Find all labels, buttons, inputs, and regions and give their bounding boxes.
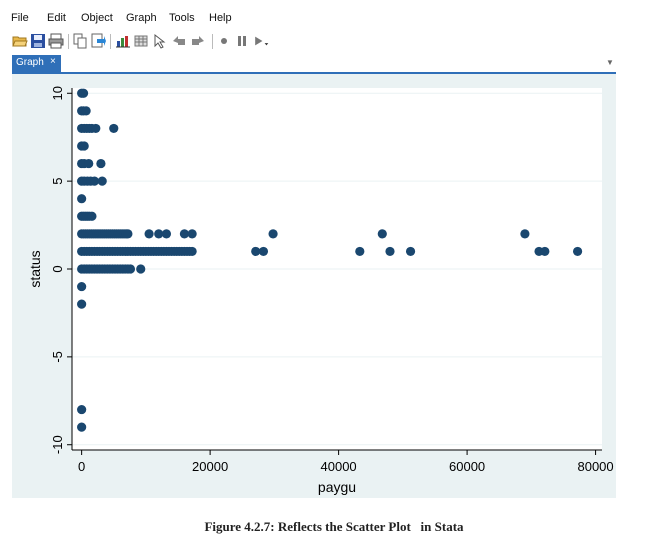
menu-bar: File Edit Object Graph Tools Help: [0, 8, 668, 28]
data-point: [77, 194, 87, 204]
data-point: [268, 229, 278, 239]
data-point: [89, 176, 100, 186]
tab-graph-label: Graph: [16, 57, 44, 68]
close-icon[interactable]: ×: [50, 56, 56, 67]
pause-icon[interactable]: [234, 33, 250, 49]
data-icon[interactable]: [134, 33, 150, 49]
x-tick-label: 80000: [577, 459, 613, 474]
x-axis-ticks: 0 20000 40000 60000 80000: [78, 450, 614, 474]
data-point: [91, 123, 101, 134]
play-icon[interactable]: [253, 33, 269, 49]
graph-window: -10 -5 0 5 10 0 20000 40000 60000 80000 paygu st…: [12, 74, 616, 498]
export-icon[interactable]: [90, 33, 106, 49]
data-point: [187, 229, 197, 239]
data-point: [123, 229, 133, 239]
x-tick-label: 60000: [449, 459, 485, 474]
data-points: [77, 88, 583, 432]
data-point: [187, 246, 197, 257]
data-point: [520, 229, 530, 239]
copy-icon[interactable]: [72, 33, 88, 49]
redo-icon[interactable]: [190, 33, 206, 49]
data-point: [161, 229, 172, 239]
menu-edit[interactable]: Edit: [47, 12, 66, 24]
data-point: [154, 229, 164, 239]
menu-graph[interactable]: Graph: [126, 12, 157, 24]
data-point: [258, 246, 269, 257]
y-tick-label: -10: [50, 435, 65, 454]
chevron-down-icon[interactable]: ▼: [606, 58, 614, 67]
data-point: [96, 158, 106, 169]
data-point: [79, 141, 89, 151]
x-axis-title: paygu: [318, 479, 356, 495]
y-tick-label: 0: [50, 265, 65, 272]
data-point: [87, 211, 97, 221]
data-point: [405, 246, 416, 257]
data-point: [109, 123, 119, 134]
data-point: [355, 246, 365, 257]
scatter-plot: -10 -5 0 5 10 0 20000 40000 60000 80000 paygu st…: [27, 86, 614, 495]
toolbar-separator: [68, 34, 69, 49]
data-point: [385, 246, 395, 257]
record-icon[interactable]: [216, 33, 232, 49]
data-point: [97, 176, 107, 186]
x-tick-label: 40000: [321, 459, 357, 474]
print-icon[interactable]: [48, 33, 64, 49]
tab-bar: Graph ×: [12, 55, 616, 74]
data-point: [84, 158, 94, 169]
graph-editor-icon[interactable]: [115, 33, 131, 49]
x-tick-label: 0: [78, 459, 85, 474]
toolbar-separator: [110, 34, 111, 49]
data-point: [179, 229, 190, 239]
menu-file[interactable]: File: [11, 12, 29, 24]
figure-caption: Figure 4.2.7: Reflects the Scatter Plot …: [204, 519, 464, 534]
menu-help[interactable]: Help: [209, 12, 232, 24]
x-tick-label: 20000: [192, 459, 228, 474]
menu-tools[interactable]: Tools: [169, 12, 195, 24]
gridlines: [72, 92, 602, 446]
menu-object[interactable]: Object: [81, 12, 113, 24]
data-point: [251, 246, 261, 257]
pointer-icon[interactable]: [152, 33, 168, 49]
y-axis-title: status: [27, 250, 43, 287]
data-point: [125, 264, 136, 274]
y-tick-label: 5: [50, 178, 65, 185]
save-icon[interactable]: [30, 33, 46, 49]
data-point: [540, 246, 550, 257]
data-point: [144, 229, 154, 239]
y-axis-ticks: -10 -5 0 5 10: [50, 86, 72, 454]
data-point: [377, 229, 387, 239]
data-point: [78, 88, 89, 98]
data-point: [77, 281, 87, 292]
y-tick-label: 10: [50, 86, 65, 100]
tab-graph[interactable]: Graph ×: [12, 55, 61, 72]
y-tick-label: -5: [50, 351, 65, 363]
toolbar-separator: [212, 34, 213, 49]
data-point: [136, 264, 146, 274]
data-point: [77, 299, 87, 309]
data-point: [572, 246, 583, 257]
toolbar: [8, 33, 308, 51]
open-icon[interactable]: [12, 33, 28, 49]
data-point: [77, 422, 87, 432]
undo-icon[interactable]: [171, 33, 187, 49]
data-point: [81, 106, 91, 116]
data-point: [77, 404, 87, 415]
